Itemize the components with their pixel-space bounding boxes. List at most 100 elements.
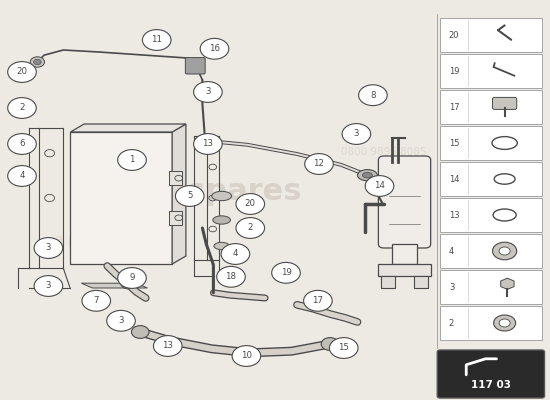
Circle shape — [153, 336, 182, 356]
Text: 17: 17 — [312, 296, 323, 305]
FancyBboxPatch shape — [437, 350, 544, 398]
Text: 3: 3 — [449, 282, 454, 292]
Bar — [440, 18, 542, 52]
Polygon shape — [414, 276, 428, 288]
FancyBboxPatch shape — [378, 156, 431, 248]
Text: 14: 14 — [449, 174, 459, 184]
Bar — [440, 306, 542, 340]
Bar — [169, 210, 182, 225]
Circle shape — [236, 194, 265, 214]
Text: 14: 14 — [374, 182, 385, 190]
Bar — [440, 126, 542, 160]
Text: 16: 16 — [209, 44, 220, 53]
Text: 8: 8 — [370, 91, 376, 100]
Text: 3: 3 — [205, 88, 211, 96]
Bar — [440, 234, 542, 268]
Text: 2: 2 — [19, 104, 25, 112]
Circle shape — [121, 279, 134, 289]
Text: 3: 3 — [46, 244, 51, 252]
Polygon shape — [70, 124, 186, 132]
Circle shape — [304, 290, 332, 311]
Text: 13: 13 — [449, 210, 459, 220]
Circle shape — [142, 30, 171, 50]
Bar — [440, 54, 542, 88]
Text: 13: 13 — [202, 140, 213, 148]
Bar — [440, 90, 542, 124]
Text: 18: 18 — [226, 272, 236, 281]
Text: 15: 15 — [449, 138, 459, 148]
Circle shape — [342, 124, 371, 144]
Circle shape — [236, 218, 265, 238]
Circle shape — [131, 326, 149, 338]
FancyBboxPatch shape — [185, 58, 205, 74]
Text: 11: 11 — [151, 36, 162, 44]
Circle shape — [118, 268, 146, 288]
Circle shape — [305, 154, 333, 174]
Circle shape — [107, 310, 135, 331]
Circle shape — [82, 290, 111, 311]
Text: 9: 9 — [129, 274, 135, 282]
Ellipse shape — [214, 242, 229, 250]
Bar — [440, 198, 542, 232]
Text: 5: 5 — [187, 192, 192, 200]
Circle shape — [30, 57, 45, 67]
Ellipse shape — [213, 216, 230, 224]
Polygon shape — [381, 276, 395, 288]
Text: 10: 10 — [241, 352, 252, 360]
Polygon shape — [500, 278, 514, 290]
Circle shape — [493, 242, 517, 260]
Polygon shape — [392, 244, 417, 264]
Text: 0800 9895 8085: 0800 9895 8085 — [341, 147, 426, 157]
Circle shape — [34, 59, 41, 65]
Circle shape — [494, 315, 516, 331]
Text: 3: 3 — [46, 282, 51, 290]
Text: 20: 20 — [245, 200, 256, 208]
Text: 2: 2 — [449, 318, 454, 328]
Circle shape — [365, 176, 394, 196]
Circle shape — [8, 98, 36, 118]
Text: 7: 7 — [94, 296, 99, 305]
Circle shape — [200, 38, 229, 59]
Circle shape — [321, 338, 339, 350]
Text: 3: 3 — [118, 316, 124, 325]
Circle shape — [217, 266, 245, 287]
Text: 117 03: 117 03 — [471, 380, 511, 390]
Circle shape — [8, 166, 36, 186]
Circle shape — [194, 82, 222, 102]
Text: 2: 2 — [248, 224, 253, 232]
Text: 4: 4 — [233, 250, 238, 258]
Text: 20: 20 — [16, 68, 28, 76]
Ellipse shape — [358, 170, 377, 181]
Bar — [440, 270, 542, 304]
Circle shape — [175, 186, 204, 206]
Polygon shape — [172, 124, 186, 264]
Ellipse shape — [195, 136, 214, 145]
Circle shape — [194, 134, 222, 154]
Bar — [169, 171, 182, 186]
FancyBboxPatch shape — [493, 98, 517, 110]
Bar — [440, 162, 542, 196]
Polygon shape — [81, 283, 147, 288]
Circle shape — [329, 338, 358, 358]
Text: 4: 4 — [449, 246, 454, 256]
Text: 20: 20 — [449, 30, 459, 40]
Circle shape — [359, 85, 387, 106]
Text: 19: 19 — [449, 66, 459, 76]
Ellipse shape — [362, 172, 372, 178]
Circle shape — [8, 62, 36, 82]
Circle shape — [499, 319, 510, 327]
Text: 12: 12 — [314, 160, 324, 168]
Ellipse shape — [212, 191, 232, 201]
Text: eurospares: eurospares — [110, 178, 302, 206]
Circle shape — [221, 244, 250, 264]
Text: 13: 13 — [162, 342, 173, 350]
Text: 19: 19 — [280, 268, 292, 277]
Text: 4: 4 — [19, 172, 25, 180]
Circle shape — [118, 150, 146, 170]
Text: 3: 3 — [354, 130, 359, 138]
Circle shape — [8, 134, 36, 154]
Polygon shape — [378, 264, 431, 276]
Text: 15: 15 — [338, 344, 349, 352]
Circle shape — [272, 262, 300, 283]
Circle shape — [232, 346, 261, 366]
